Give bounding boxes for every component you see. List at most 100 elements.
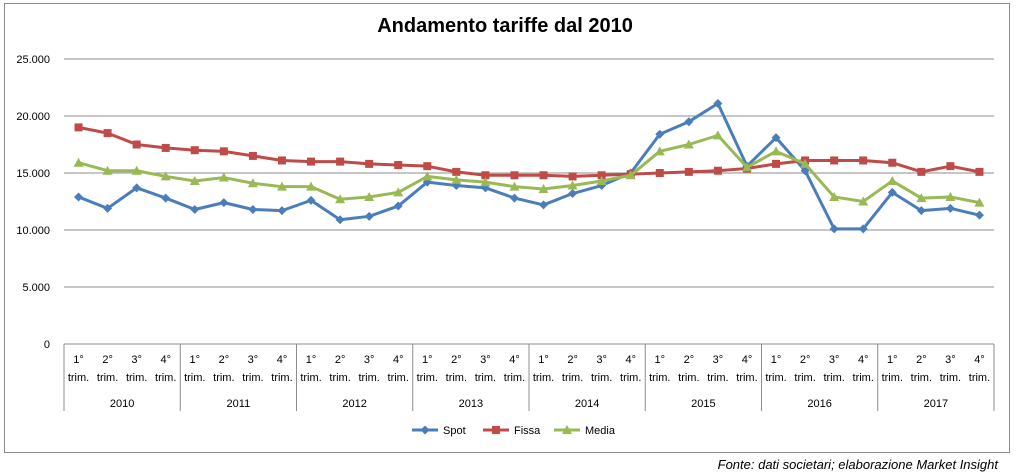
data-point-spot [858, 224, 868, 234]
x-tick-quarter: 4° [625, 354, 636, 366]
x-tick-trim: trim. [940, 372, 961, 384]
data-point-fissa [568, 172, 577, 181]
data-point-media [858, 196, 869, 206]
data-point-media [393, 187, 404, 197]
x-tick-trim: trim. [882, 372, 903, 384]
data-point-spot [248, 204, 258, 214]
x-tick-quarter: 2° [567, 354, 578, 366]
data-point-media [741, 162, 752, 172]
x-tick-trim: trim. [242, 372, 263, 384]
x-tick-trim: trim. [794, 372, 815, 384]
data-point-spot [887, 187, 897, 197]
x-tick-quarter: 3° [364, 354, 375, 366]
x-tick-quarter: 1° [190, 354, 201, 366]
data-point-spot [974, 210, 984, 220]
x-tick-quarter: 1° [655, 354, 666, 366]
data-point-media [509, 181, 520, 191]
data-point-fissa [830, 156, 839, 165]
y-tick-label: 20.000 [16, 111, 50, 123]
y-tick-label: 25.000 [16, 54, 50, 66]
data-point-fissa [74, 123, 83, 132]
x-tick-trim: trim. [184, 372, 205, 384]
data-point-fissa [219, 147, 228, 156]
x-tick-quarter: 4° [393, 354, 404, 366]
data-point-spot [277, 206, 287, 216]
data-point-media [567, 180, 578, 190]
data-point-spot [568, 189, 578, 199]
x-tick-quarter: 2° [800, 354, 811, 366]
x-year-label: 2014 [575, 398, 599, 410]
data-point-media [160, 171, 171, 181]
x-tick-trim: trim. [678, 372, 699, 384]
legend-label-spot: Spot [443, 425, 466, 437]
x-tick-quarter: 4° [974, 354, 985, 366]
data-point-media [189, 175, 200, 185]
data-point-media [335, 194, 346, 204]
data-point-media [887, 175, 898, 185]
data-point-spot [306, 195, 316, 205]
x-tick-trim: trim. [504, 372, 525, 384]
data-point-fissa [452, 167, 461, 176]
data-point-fissa [539, 171, 548, 180]
x-tick-quarter: 3° [480, 354, 491, 366]
data-point-fissa [277, 156, 286, 165]
x-tick-trim: trim. [562, 372, 583, 384]
x-tick-trim: trim. [155, 372, 176, 384]
data-point-fissa [975, 167, 984, 176]
data-point-spot [364, 211, 374, 221]
x-tick-quarter: 1° [538, 354, 549, 366]
data-point-media [800, 158, 811, 168]
series-line-fissa [78, 125, 980, 178]
x-tick-quarter: 3° [713, 354, 724, 366]
legend-marker-spot [420, 425, 430, 435]
data-point-media [974, 197, 985, 207]
data-point-media [683, 139, 694, 149]
series-line-media [78, 133, 980, 205]
data-point-fissa [307, 157, 316, 166]
x-tick-quarter: 1° [422, 354, 433, 366]
x-tick-trim: trim. [707, 372, 728, 384]
data-point-spot [945, 203, 955, 213]
x-tick-trim: trim. [388, 372, 409, 384]
data-point-media [451, 174, 462, 184]
x-tick-quarter: 1° [306, 354, 317, 366]
x-year-label: 2010 [110, 398, 134, 410]
data-point-spot [335, 215, 345, 225]
data-point-fissa [655, 169, 664, 177]
x-tick-trim: trim. [823, 372, 844, 384]
x-year-label: 2013 [459, 398, 483, 410]
data-point-media [422, 171, 433, 181]
data-point-media [538, 183, 549, 193]
data-point-spot [713, 98, 723, 108]
data-point-fissa [888, 158, 897, 167]
data-point-spot [771, 133, 781, 143]
x-tick-quarter: 4° [509, 354, 520, 366]
x-tick-quarter: 4° [742, 354, 753, 366]
x-tick-trim: trim. [126, 372, 147, 384]
x-tick-quarter: 1° [771, 354, 782, 366]
data-point-spot [539, 200, 549, 210]
series-line-spot [77, 101, 980, 231]
data-point-media [596, 175, 607, 185]
data-point-spot [74, 192, 84, 202]
y-tick-label: 10.000 [16, 225, 50, 237]
x-tick-trim: trim. [853, 372, 874, 384]
data-point-fissa [132, 140, 141, 149]
data-point-media [276, 181, 287, 191]
legend-label-fissa: Fissa [514, 425, 541, 437]
x-tick-trim: trim. [969, 372, 990, 384]
data-point-spot [655, 129, 665, 139]
data-point-media [712, 130, 723, 140]
x-year-label: 2011 [227, 398, 251, 410]
x-tick-quarter: 2° [451, 354, 462, 366]
y-tick-label: 15.000 [16, 168, 50, 180]
x-tick-quarter: 2° [916, 354, 927, 366]
x-tick-trim: trim. [68, 372, 89, 384]
x-tick-quarter: 2° [684, 354, 695, 366]
x-tick-quarter: 4° [858, 354, 869, 366]
x-tick-quarter: 3° [596, 354, 607, 366]
chart-frame [4, 3, 1010, 453]
data-point-fissa [365, 159, 374, 168]
data-point-spot [916, 206, 926, 216]
data-point-fissa [423, 162, 432, 171]
